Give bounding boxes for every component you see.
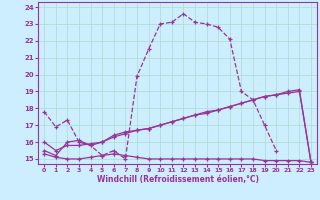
X-axis label: Windchill (Refroidissement éolien,°C): Windchill (Refroidissement éolien,°C) <box>97 175 259 184</box>
